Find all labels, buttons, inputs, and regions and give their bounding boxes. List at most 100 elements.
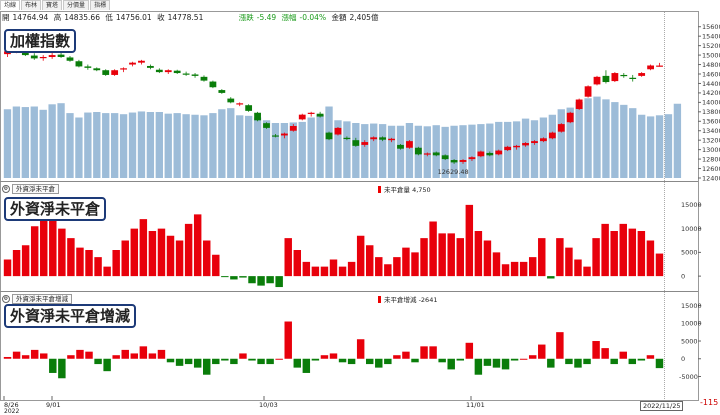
oi-bar [67,238,75,277]
oi-bar [203,240,211,277]
volume-bar [137,111,146,178]
oi-bar [646,240,655,277]
candle-body [102,70,110,75]
candle-body [459,160,467,162]
oi-change-bar [284,321,292,359]
volume-bar [646,116,655,178]
oi-change-bar [592,341,600,359]
tab-4[interactable]: 指標 [90,0,111,10]
oi-change-bar [646,355,655,359]
oi-bar [293,250,302,277]
panel2-legend-value: 4,750 [412,186,431,194]
candle-body [138,60,145,63]
y-tick-label: 0 [681,355,685,363]
candle-body [272,135,279,137]
candle-body [316,113,324,117]
tab-3[interactable]: 分價量 [63,0,90,10]
panel2-indicator-select[interactable]: 外資淨未平倉 [12,184,59,194]
volume-bar [164,113,172,178]
tab-1[interactable]: 布林 [21,0,42,10]
candle-body [548,132,556,139]
oi-change-bar [184,358,193,365]
volume-bar [244,115,253,178]
candle-body [120,68,127,70]
volume-bar [316,114,324,178]
oi-change-bar [193,358,202,368]
panel3-indicator-select[interactable]: 外資淨未平倉增減 [12,294,72,304]
oi-change-bar [157,349,166,359]
volume-bar [629,108,637,178]
candle-body [334,127,342,135]
volume-bar [325,106,333,178]
volume-bar [370,123,378,178]
candle-body [566,112,574,123]
candle-body [495,150,503,155]
tab-0[interactable]: 均線 [0,0,21,10]
volume-bar [548,114,557,178]
y-tick-label: 5000 [681,249,698,257]
oi-change-bar [257,358,265,365]
oi-bar [248,276,256,284]
y-tick-label: 13800 [702,108,720,116]
oi-bar [121,240,129,277]
oi-change-bar [347,358,356,365]
volume-bar [655,115,664,178]
oi-bar [628,228,637,277]
oi-bar [94,257,102,277]
oi-bar [583,266,591,277]
oi-bar [601,223,609,277]
low-label: 低 [105,13,113,22]
tab-2[interactable]: 寶塔 [42,0,63,10]
volume-bar [271,123,280,178]
oi-bar [320,266,329,277]
panel2-legend-label: 未平倉量 [384,186,410,194]
candle-body [254,112,261,121]
oi-change-bar [420,346,428,359]
candle-body [432,152,440,156]
oi-bar [565,247,573,277]
volume-bar [128,112,137,178]
oi-change-bar [76,349,84,359]
oi-change-bar [601,348,609,359]
volume-bar [298,121,306,178]
volume-bar [102,113,110,178]
oi-change-bar [166,358,175,363]
volume-bar [566,107,574,178]
volume-bar [84,112,92,178]
volume-bar [602,99,610,178]
oi-bar [148,231,157,277]
candle-body [236,103,244,105]
oi-bar [592,238,600,277]
y-tick-label: 14200 [702,89,720,97]
oi-change-bar [121,349,129,359]
oi-change-bar [3,356,12,359]
oi-change-bar [610,358,618,365]
settings-icon[interactable]: ⚙ [2,185,10,193]
oi-change-bar [293,358,302,368]
candle-body [245,105,253,111]
volume-bar [236,115,244,178]
y-tick-label: 10000 [681,320,702,328]
oi-bar [456,238,464,277]
candle-body [575,99,583,109]
volume-bar [584,98,592,178]
oi-bar [402,247,410,277]
volume-bar [343,121,351,178]
settings-icon[interactable]: ⚙ [2,295,10,303]
legend-swatch-icon [378,296,381,303]
y-tick-label: 13400 [702,127,720,135]
oi-change-bar [311,358,320,361]
oi-change-bar [384,358,392,365]
candle-body [620,74,628,77]
oi-bar [49,212,57,277]
oi-change-bar [556,332,564,359]
candle-body [584,86,592,97]
oi-change-bar [565,358,573,365]
oi-change-bar [411,358,419,363]
y-tick-label: 0 [681,272,685,280]
oi-bar [302,261,311,277]
percent-label: 漲幅 [281,13,297,22]
volume-bar [521,118,530,178]
oi-bar [547,276,555,279]
